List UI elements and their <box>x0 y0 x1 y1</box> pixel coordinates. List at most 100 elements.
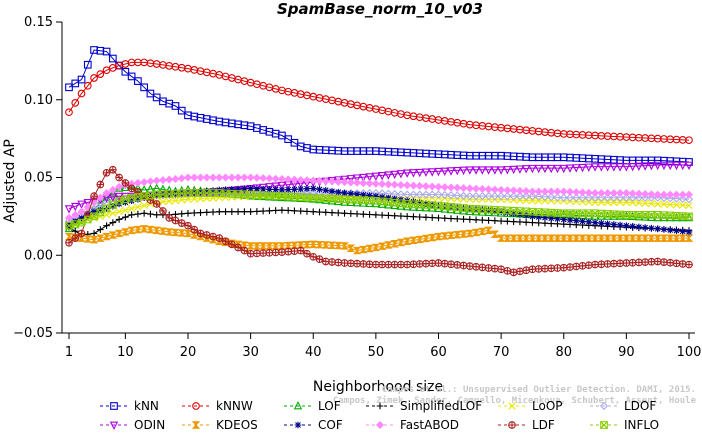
data-point-ldf <box>609 259 618 268</box>
data-point-odin <box>678 161 687 171</box>
data-point-odin <box>346 175 356 184</box>
data-point-fastabod <box>215 173 224 182</box>
data-point-ldof <box>503 192 512 201</box>
legend-marker-ldf <box>508 421 516 429</box>
data-point-loop <box>647 199 656 208</box>
data-point-cof <box>334 188 342 196</box>
data-point-odin <box>377 171 387 181</box>
data-point-loop <box>159 198 167 206</box>
data-point-simplifiedlof <box>453 215 461 223</box>
data-point-loop <box>660 200 668 208</box>
data-point-ldof <box>616 193 625 202</box>
data-point-ldf <box>509 268 518 277</box>
data-point-simplifiedlof <box>184 209 192 217</box>
legend-label-odin: ODIN <box>134 418 165 432</box>
data-point-simplifiedlof <box>197 209 204 216</box>
data-point-knnw <box>685 136 693 145</box>
data-point-fastabod <box>246 173 255 182</box>
series-knnw <box>65 58 693 145</box>
data-point-knnw <box>65 108 73 117</box>
data-point-ldof <box>547 193 556 202</box>
data-point-ldf <box>478 263 487 272</box>
data-point-odin <box>396 170 406 179</box>
data-point-fastabod <box>171 175 180 184</box>
data-point-ldf <box>134 188 142 197</box>
x-tick-label: 40 <box>305 345 322 360</box>
data-point-cof <box>322 186 330 194</box>
data-point-ldof <box>453 191 462 200</box>
data-point-odin <box>490 166 500 175</box>
series-inflo <box>65 189 693 230</box>
data-point-ldf <box>115 173 123 182</box>
legend-marker-cof <box>294 421 302 429</box>
data-point-ldf <box>253 249 261 258</box>
data-point-odin <box>359 173 368 183</box>
data-point-fastabod <box>628 189 637 198</box>
data-point-ldf <box>221 237 230 246</box>
data-point-kdeos <box>164 228 174 236</box>
data-point-fastabod <box>384 180 393 189</box>
legend-label-simplifiedlof: SimplifiedLOF <box>400 399 482 413</box>
data-point-kdeos <box>352 246 362 255</box>
data-point-ldof <box>622 193 631 202</box>
watermark-line-2: Campos, Zimek, Sander, Campello, Micenko… <box>333 395 697 406</box>
data-point-fastabod <box>591 189 600 198</box>
data-point-inflo <box>96 208 105 217</box>
data-point-fastabod <box>346 178 355 187</box>
data-point-loop <box>528 197 537 205</box>
data-point-loop <box>109 209 117 217</box>
data-point-ldf <box>597 260 606 269</box>
data-point-kdeos <box>446 231 456 240</box>
data-point-cof <box>641 224 649 231</box>
data-point-cof <box>679 228 687 235</box>
data-point-knn <box>177 106 186 115</box>
data-point-ldf <box>415 260 424 268</box>
data-point-odin <box>121 192 130 202</box>
legend-marker-knnw <box>192 402 200 410</box>
data-point-simplifiedlof <box>109 219 117 226</box>
data-point-odin <box>390 170 399 180</box>
data-point-simplifiedlof <box>447 215 455 222</box>
data-point-cof <box>90 208 98 216</box>
data-point-ldf <box>572 262 581 271</box>
y-tick-label: 0.15 <box>24 15 53 30</box>
data-point-fastabod <box>296 175 305 184</box>
data-point-odin <box>114 192 124 202</box>
data-point-fastabod <box>158 176 167 185</box>
data-point-knn <box>65 83 73 92</box>
data-point-cof <box>266 186 273 193</box>
data-point-ldof <box>309 188 318 198</box>
data-point-simplifiedlof <box>441 214 449 222</box>
data-point-kdeos <box>553 234 562 242</box>
data-point-fastabod <box>666 190 675 199</box>
data-point-ldof <box>528 192 537 201</box>
data-point-fastabod <box>478 184 487 194</box>
data-point-cof <box>309 185 317 192</box>
data-point-kdeos <box>421 234 431 243</box>
data-point-cof <box>253 185 261 192</box>
data-point-simplifiedlof <box>416 213 424 221</box>
data-point-cof <box>410 198 417 206</box>
data-point-ldf <box>159 207 167 215</box>
data-point-knn <box>152 93 161 102</box>
data-point-fastabod <box>403 181 412 190</box>
data-point-fastabod <box>165 175 174 184</box>
data-point-kdeos <box>597 234 606 242</box>
data-point-simplifiedlof <box>334 209 342 217</box>
data-point-simplifiedlof <box>516 218 524 226</box>
data-point-knnw <box>96 70 105 78</box>
data-point-kdeos <box>572 234 581 242</box>
legend-item-simplifiedlof: SimplifiedLOF <box>366 399 482 413</box>
data-point-fastabod <box>515 186 524 195</box>
data-point-loop <box>140 201 148 210</box>
data-point-simplifiedlof <box>247 208 254 216</box>
data-point-loop <box>591 198 599 207</box>
data-point-ldof <box>428 190 437 199</box>
data-point-fastabod <box>196 173 205 182</box>
data-point-fastabod <box>672 190 681 199</box>
data-point-fastabod <box>484 185 493 194</box>
data-point-fastabod <box>334 177 343 186</box>
data-point-ldf <box>522 266 531 275</box>
data-point-ldof <box>534 192 543 201</box>
data-point-fastabod <box>553 187 562 196</box>
